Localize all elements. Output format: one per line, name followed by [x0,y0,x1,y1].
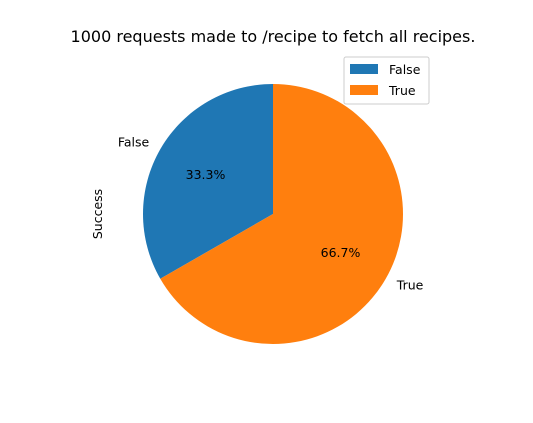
pie-percent-label-false: 33.3% [186,167,226,182]
pie-percent-label-true: 66.7% [321,245,361,260]
legend-entry-false: False [389,62,421,77]
legend-swatch-false [350,64,378,74]
pie-category-label-true: True [396,278,424,293]
pie-slices [143,84,403,344]
chart-title: 1000 requests made to /recipe to fetch a… [71,27,476,46]
legend-swatch-true [350,85,378,95]
y-axis-label: Success [90,189,105,239]
legend: False True [344,57,429,104]
legend-entry-true: True [388,83,416,98]
pie-category-label-false: False [118,134,150,149]
